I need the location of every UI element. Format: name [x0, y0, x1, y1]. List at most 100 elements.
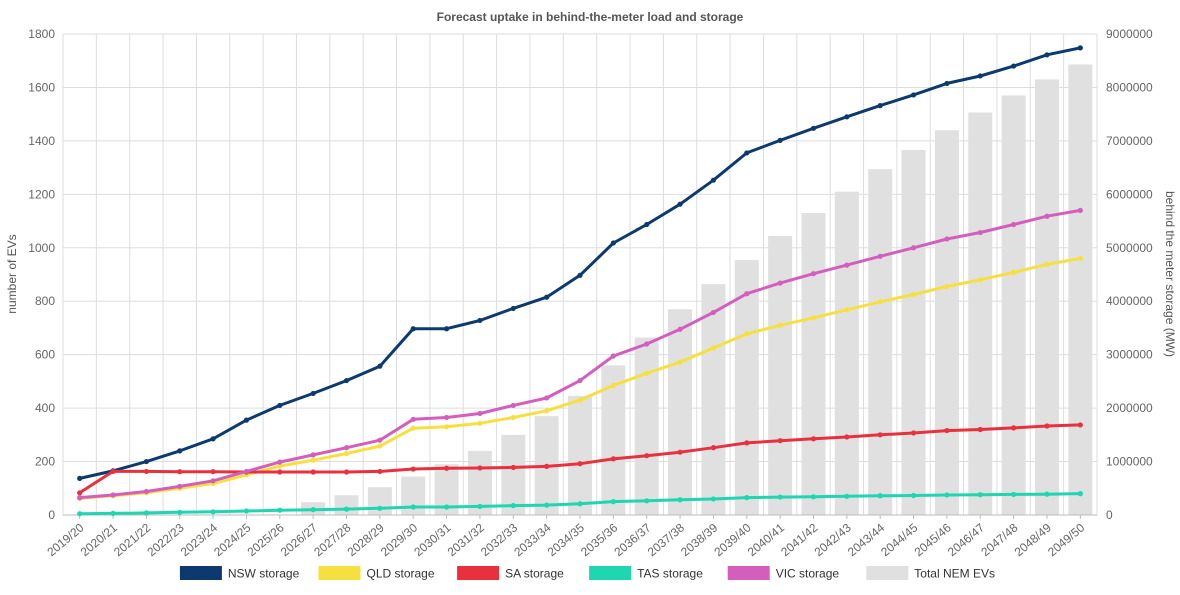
- point-nsw-storage: [910, 92, 917, 98]
- point-nsw-storage: [1044, 52, 1050, 58]
- legend-swatch-tas-storage[interactable]: [589, 566, 632, 580]
- left-tick-label: 800: [35, 294, 55, 308]
- x-tick-label: 2038/39: [678, 520, 720, 559]
- x-tick-label: 2041/42: [778, 520, 820, 559]
- chart-title: Forecast uptake in behind-the-meter load…: [437, 10, 744, 24]
- point-qld-storage: [977, 277, 983, 283]
- point-qld-storage: [677, 359, 683, 365]
- point-sa-storage: [443, 465, 450, 471]
- point-nsw-storage: [477, 317, 483, 324]
- bar-total-nem-evs: [768, 236, 793, 515]
- point-nsw-storage: [744, 150, 750, 156]
- point-tas-storage: [1011, 491, 1017, 498]
- point-sa-storage: [410, 466, 416, 472]
- x-tick-label: 2037/38: [645, 520, 687, 559]
- bar-total-nem-evs: [501, 434, 526, 515]
- point-qld-storage: [744, 331, 750, 337]
- legend-label-qld-storage[interactable]: QLD storage: [367, 567, 435, 581]
- left-tick-label: 400: [35, 401, 55, 415]
- bar-total-nem-evs: [567, 395, 593, 515]
- left-tick-label: 1400: [28, 134, 55, 148]
- point-nsw-storage: [544, 294, 550, 300]
- legend-label-vic-storage[interactable]: VIC storage: [776, 567, 840, 581]
- point-sa-storage: [77, 490, 83, 496]
- point-nsw-storage: [277, 402, 283, 409]
- point-sa-storage: [110, 468, 116, 475]
- x-tick-label: 2036/37: [611, 520, 653, 559]
- point-vic-storage: [810, 271, 817, 277]
- bar-total-nem-evs: [868, 169, 893, 515]
- point-sa-storage: [910, 430, 917, 436]
- point-sa-storage: [143, 468, 149, 475]
- x-tick-label: 2048/49: [1012, 520, 1054, 559]
- bar-total-nem-evs: [1034, 79, 1059, 515]
- legend-swatch-sa-storage[interactable]: [457, 566, 500, 580]
- point-sa-storage: [177, 469, 183, 475]
- point-sa-storage: [310, 469, 316, 475]
- point-vic-storage: [677, 326, 683, 332]
- point-tas-storage: [277, 507, 283, 513]
- x-tick-label: 2024/25: [211, 520, 253, 559]
- legend-label-total-nem-evs[interactable]: Total NEM EVs: [914, 567, 995, 581]
- point-qld-storage: [544, 408, 550, 414]
- bar-total-nem-evs: [1001, 95, 1026, 515]
- legend-swatch-nsw-storage[interactable]: [179, 566, 222, 580]
- bar-total-nem-evs: [1068, 64, 1093, 516]
- point-qld-storage: [310, 457, 316, 463]
- right-tick-label: 5000000: [1106, 241, 1153, 255]
- point-tas-storage: [610, 499, 616, 505]
- point-tas-storage: [443, 504, 450, 510]
- point-nsw-storage: [577, 272, 583, 278]
- point-qld-storage: [377, 443, 383, 449]
- right-tick-label: 2000000: [1106, 401, 1153, 415]
- point-nsw-storage: [810, 125, 817, 131]
- point-vic-storage: [343, 445, 350, 451]
- point-nsw-storage: [177, 448, 183, 454]
- legend: NSW storage QLD storage SA storage TAS stor…: [179, 566, 995, 581]
- x-tick-label: 2027/28: [311, 520, 353, 559]
- x-tick-label: 2021/22: [111, 520, 153, 559]
- point-vic-storage: [877, 253, 883, 259]
- point-qld-storage: [277, 463, 283, 469]
- legend-label-tas-storage[interactable]: TAS storage: [637, 567, 703, 581]
- legend-label-sa-storage[interactable]: SA storage: [505, 567, 564, 581]
- legend-label-nsw-storage[interactable]: NSW storage: [228, 567, 300, 581]
- bar-total-nem-evs: [834, 191, 859, 515]
- x-tick-label: 2033/34: [511, 520, 553, 559]
- x-tick-label: 2030/31: [411, 520, 453, 559]
- point-sa-storage: [510, 464, 516, 471]
- point-tas-storage: [1077, 491, 1083, 497]
- legend-swatch-vic-storage[interactable]: [727, 566, 770, 580]
- point-sa-storage: [677, 449, 683, 455]
- point-nsw-storage: [777, 137, 783, 143]
- left-axis-title: number of EVs: [5, 234, 19, 313]
- left-tick-label: 1600: [28, 80, 55, 94]
- point-nsw-storage: [243, 417, 250, 423]
- point-sa-storage: [343, 469, 350, 475]
- point-tas-storage: [143, 510, 149, 516]
- point-vic-storage: [710, 309, 717, 316]
- bar-total-nem-evs: [334, 495, 359, 515]
- point-tas-storage: [210, 509, 216, 515]
- x-tick-label: 2019/20: [44, 520, 86, 559]
- point-qld-storage: [1011, 269, 1017, 275]
- point-vic-storage: [844, 262, 850, 268]
- legend-swatch-total-nem-evs[interactable]: [866, 566, 909, 580]
- point-qld-storage: [877, 299, 883, 305]
- point-nsw-storage: [1077, 45, 1083, 51]
- point-qld-storage: [810, 315, 817, 321]
- point-vic-storage: [77, 495, 83, 501]
- point-nsw-storage: [410, 326, 416, 332]
- legend-swatch-qld-storage[interactable]: [318, 566, 361, 580]
- point-qld-storage: [510, 414, 516, 421]
- point-vic-storage: [143, 488, 149, 495]
- point-sa-storage: [944, 427, 950, 434]
- point-nsw-storage: [644, 221, 650, 228]
- left-tick-label: 1800: [28, 27, 55, 41]
- x-tick-label: 2044/45: [878, 520, 920, 559]
- bar-total-nem-evs: [734, 260, 759, 515]
- point-qld-storage: [477, 420, 483, 426]
- point-qld-storage: [610, 382, 616, 388]
